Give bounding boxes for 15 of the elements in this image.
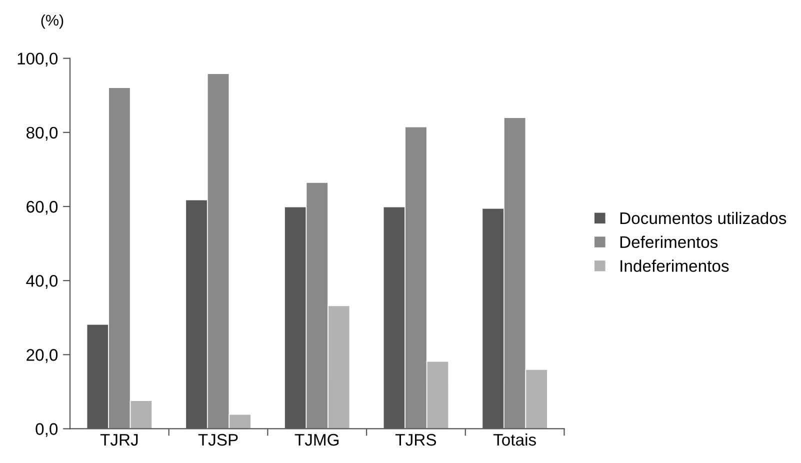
x-tick-label: TJSP [198,434,238,446]
x-tick-label: Totais [493,433,536,446]
legend-label: Indeferimentos [620,260,729,272]
y-axis-title: (%) [41,14,64,29]
legend-label: Deferimentos [620,236,718,248]
y-tick-label: 20,0 [26,349,58,363]
y-tick-label: 60,0 [26,200,58,215]
legend-label: Documentos utilizados [620,212,786,224]
x-tick-label: TJRS [396,434,436,446]
y-tick-label: 0,0 [36,423,58,437]
y-tick-label: 40,0 [26,274,58,289]
y-tick-label: 80,0 [26,126,58,141]
x-tick-label: TJRJ [100,434,138,446]
x-tick-label: TJMG [294,434,339,446]
y-tick-label: 100,0 [18,52,58,67]
